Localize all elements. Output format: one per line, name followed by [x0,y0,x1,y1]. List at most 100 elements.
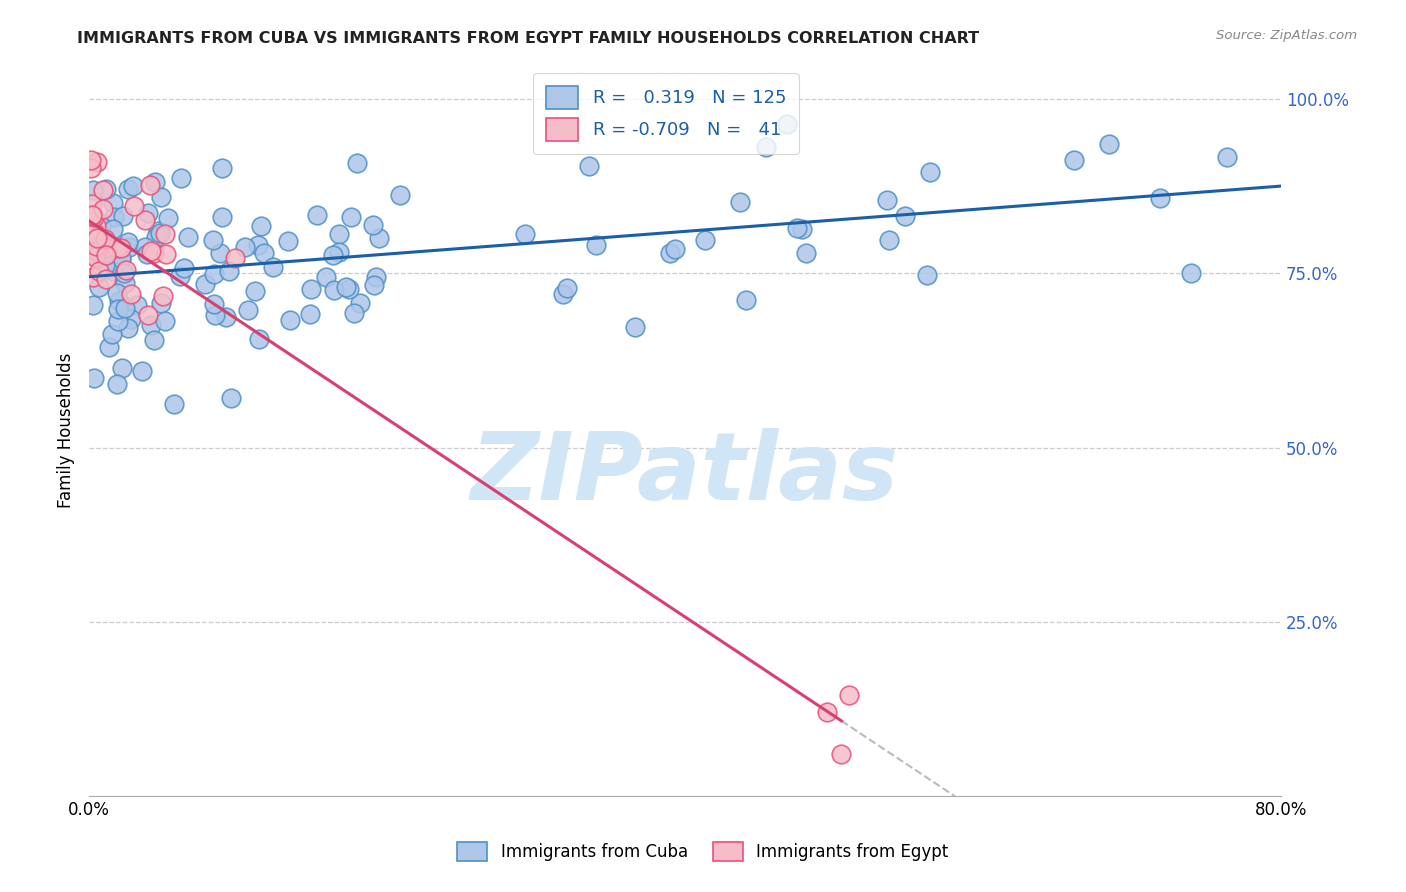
Point [389,188,412,202]
Point [202,267,225,281]
Point [235,239,257,253]
Point [89,264,111,278]
Point [624,319,647,334]
Point [82,227,104,241]
Point [204,308,226,322]
Point [169,268,191,283]
Point [335,280,357,294]
Point [278,312,301,326]
Legend: R =   0.319   N = 125, R = -0.709   N =   41: R = 0.319 N = 125, R = -0.709 N = 41 [533,73,799,153]
Point [917,268,939,282]
Point [136,308,159,322]
Point [1180,266,1202,280]
Point [100,326,122,341]
Point [315,270,337,285]
Point [112,266,135,280]
Point [103,210,125,224]
Point [96,248,118,262]
Point [340,210,363,224]
Point [201,233,224,247]
Point [173,260,195,275]
Point [155,314,177,328]
Point [84,239,107,253]
Point [148,224,170,238]
Point [211,210,233,224]
Text: Source: ZipAtlas.com: Source: ZipAtlas.com [1216,29,1357,42]
Point [96,272,118,286]
Point [328,244,350,259]
Point [139,178,162,192]
Point [145,230,167,244]
Point [82,228,104,243]
Point [659,245,682,260]
Point [110,252,132,267]
Point [735,293,758,307]
Point [790,222,813,236]
Point [202,297,225,311]
Point [1216,150,1239,164]
Point [94,232,117,246]
Point [363,278,385,293]
Point [115,263,138,277]
Point [301,282,323,296]
Point [1063,153,1085,168]
Point [876,193,898,207]
Point [84,250,107,264]
Point [211,161,233,176]
Point [91,262,114,277]
Point [79,208,101,222]
Point [349,296,371,310]
Point [105,377,128,392]
Point [120,311,142,326]
Point [664,242,686,256]
Point [194,277,217,291]
Point [91,202,114,216]
Point [153,227,176,241]
Point [117,321,139,335]
Point [97,340,120,354]
Point [209,246,232,260]
Point [219,391,242,405]
Point [150,295,173,310]
Point [277,234,299,248]
Point [776,117,799,131]
Point [82,208,104,222]
Point [79,153,101,167]
Point [93,183,115,197]
Point [218,263,240,277]
Point [84,219,107,233]
Point [125,298,148,312]
Point [122,199,145,213]
Point [105,241,128,255]
Point [107,302,129,317]
Point [94,182,117,196]
Point [82,298,104,312]
Point [110,241,132,255]
Point [893,209,915,223]
Point [110,251,132,265]
Point [79,161,101,175]
Point [103,264,125,278]
Point [578,160,600,174]
Point [86,244,108,259]
Point [557,281,579,295]
Point [253,246,276,260]
Point [79,242,101,256]
Point [90,235,112,250]
Point [111,361,134,376]
Point [86,231,108,245]
Point [366,270,388,285]
Point [80,209,103,223]
Point [87,235,110,250]
Point [82,270,104,285]
Point [155,246,177,260]
Point [83,371,105,385]
Point [215,310,238,325]
Point [343,306,366,320]
Point [794,246,817,260]
Point [247,238,270,252]
Point [90,219,112,233]
Point [170,170,193,185]
Point [135,247,157,261]
Point [134,213,156,227]
